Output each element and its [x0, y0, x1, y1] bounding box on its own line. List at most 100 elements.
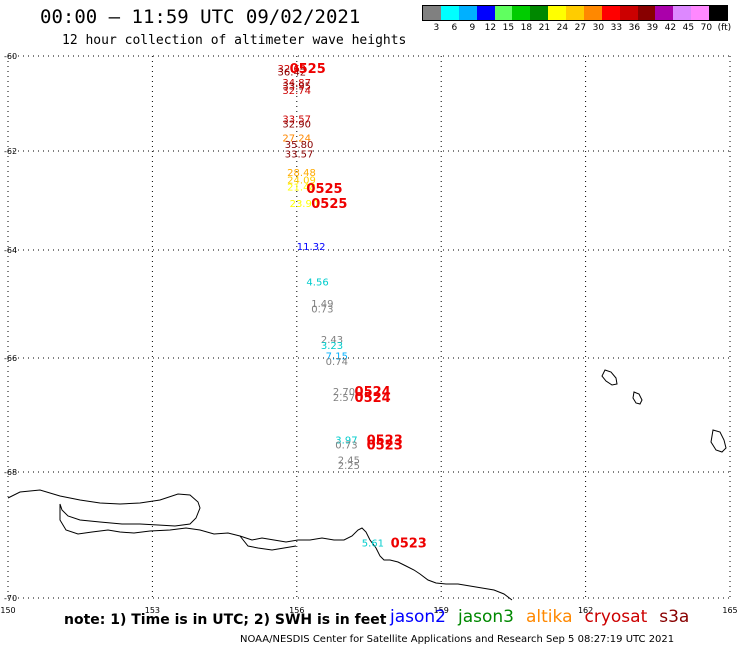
coastline-inlet [239, 535, 297, 551]
wave-height-label: 2.70 [333, 387, 355, 398]
legend-swatch [619, 6, 638, 20]
legend-label: 27 [574, 23, 587, 33]
satellite-name-s3a: s3a [659, 607, 690, 627]
latitude-tick-label: -62 [4, 147, 17, 156]
wave-height-label: 21.48 [287, 183, 316, 194]
island-1 [601, 369, 618, 386]
legend-label: 36 [628, 23, 641, 33]
wave-height-label: 34.87 [282, 78, 311, 89]
axis-labels: 150 153 156 159 162 165 -60 -62 -64 -66 -68 -70 [0, 52, 737, 615]
legend-label: 33 [610, 23, 623, 33]
legend-swatch [601, 6, 620, 20]
legend-swatches [422, 5, 728, 21]
wave-height-label: 32.69 [278, 64, 307, 75]
legend-label: 12 [484, 23, 497, 33]
satellite-name-jason3: jason3 [458, 607, 514, 627]
wave-height-label: 32.90 [282, 119, 311, 130]
longitude-tick-label: 162 [578, 606, 593, 615]
wave-height-label: 0.73 [311, 304, 333, 315]
island-3 [710, 429, 727, 453]
longitude-tick-label: 153 [145, 606, 160, 615]
legend-label: 3 [433, 23, 440, 33]
latitude-tick-label: -68 [4, 468, 17, 477]
longitude-tick-label: 156 [289, 606, 304, 615]
wave-height-label: 33.57 [285, 149, 314, 160]
pass-time-label: 0525 [290, 62, 326, 77]
legend-swatch [691, 6, 709, 20]
legend-label: 6 [451, 23, 458, 33]
island-2 [632, 391, 643, 405]
legend-swatch [548, 6, 566, 20]
footer-credit: NOAA/NESDIS Center for Satellite Applica… [240, 634, 675, 645]
legend-label: 15 [502, 23, 515, 33]
latitude-tick-label: -60 [4, 52, 17, 61]
wave-height-label: 23.90 [290, 199, 319, 210]
legend-label: 30 [592, 23, 605, 33]
satellite-name-altika: altika [526, 607, 573, 627]
longitude-tick-label: 159 [434, 606, 449, 615]
wave-height-label: 2.43 [321, 335, 343, 346]
wave-height-label: 33.57 [282, 115, 311, 126]
pass-time-label: 0525 [311, 197, 347, 212]
legend-swatch [458, 6, 477, 20]
legend-label: 45 [682, 23, 695, 33]
legend-swatch [637, 6, 656, 20]
legend-label: 39 [646, 23, 659, 33]
longitude-tick-label: 165 [722, 606, 737, 615]
wave-height-label: 33.95 [282, 81, 311, 92]
graticule [7, 55, 731, 599]
color-legend: 3 6 9 12 15 18 21 24 27 30 33 36 39 42 45 70 (ft) [422, 5, 732, 35]
legend-swatch [566, 6, 584, 20]
legend-label: 70 [700, 23, 713, 33]
wave-height-label: 1.49 [311, 299, 333, 310]
legend-label: (ft) [717, 23, 732, 33]
wave-height-label: 0.73 [335, 441, 357, 452]
legend-swatch [512, 6, 531, 20]
legend-label: 42 [664, 23, 677, 33]
antarctic-coastline [7, 489, 513, 601]
wave-height-label: 7.15 [326, 351, 348, 362]
wave-height-observations: 32.6936.4234.8733.9532.7433.5732.9027.24… [278, 64, 384, 550]
wave-height-label: 28.48 [287, 168, 316, 179]
wave-height-label: 5.61 [362, 539, 384, 550]
legend-swatch [494, 6, 513, 20]
legend-swatch [476, 6, 495, 20]
pass-time-label: 0523 [367, 439, 403, 454]
pass-time-label: 0523 [367, 434, 403, 449]
legend-swatch [440, 6, 459, 20]
legend-swatch [583, 6, 602, 20]
map-title: 00:00 – 11:59 UTC 09/02/2021 [40, 6, 361, 28]
wave-height-label: 36.42 [278, 68, 307, 79]
wave-height-label: 4.56 [306, 277, 328, 288]
wave-height-label: 27.24 [282, 134, 311, 145]
legend-label: 18 [520, 23, 533, 33]
legend-label: 24 [556, 23, 569, 33]
legend-swatch [530, 6, 549, 20]
legend-label: 21 [538, 23, 551, 33]
wave-height-label: 32.74 [282, 86, 311, 97]
wave-height-label: 3.23 [321, 341, 343, 352]
legend-swatch [655, 6, 674, 20]
wave-height-label: 2.45 [338, 455, 360, 466]
wave-height-label: 2.57 [333, 393, 355, 404]
satellite-name-jason2: jason2 [390, 607, 446, 627]
latitude-tick-label: -66 [4, 354, 17, 363]
map-subtitle: 12 hour collection of altimeter wave hei… [62, 33, 407, 48]
wave-height-label: 2.25 [338, 461, 360, 472]
satellite-legend: jason2 jason3 altika cryosat s3a [390, 607, 701, 627]
legend-label: 9 [469, 23, 476, 33]
coastline [7, 369, 727, 601]
wave-height-label: 11.32 [297, 242, 326, 253]
pass-time-label: 0525 [306, 182, 342, 197]
latitude-tick-label: -64 [4, 246, 17, 255]
pass-time-label: 0524 [355, 391, 391, 406]
wave-height-label: 24.09 [287, 176, 316, 187]
wave-height-label: 35.80 [285, 140, 314, 151]
legend-labels: 3 6 9 12 15 18 21 24 27 30 33 36 39 42 45 70 (ft) [422, 21, 732, 35]
wave-height-label: 0.74 [326, 357, 348, 368]
legend-swatch [423, 6, 441, 20]
longitude-tick-label: 150 [0, 606, 15, 615]
footer-note: note: 1) Time is in UTC; 2) SWH is in fe… [64, 612, 387, 628]
